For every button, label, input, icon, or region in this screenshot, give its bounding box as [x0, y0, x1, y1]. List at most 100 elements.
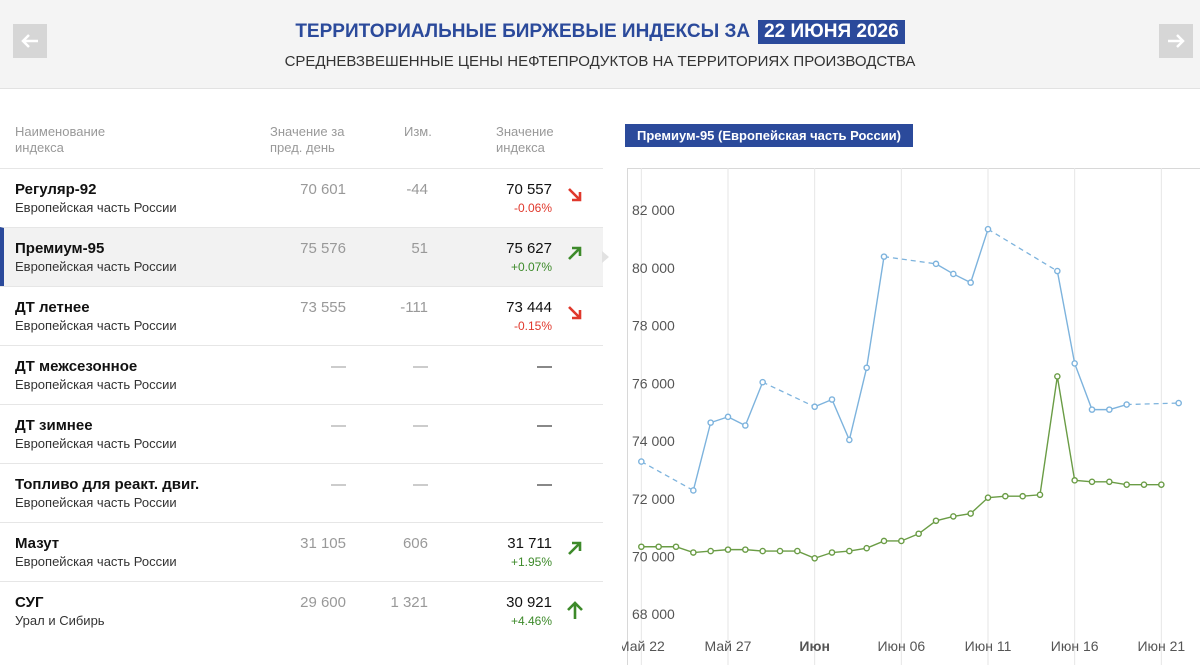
trend-icon: [568, 306, 582, 320]
data-point: [1088, 478, 1096, 486]
data-point: [967, 279, 974, 286]
data-point: [950, 513, 957, 520]
table-row[interactable]: Премиум-95 Европейская часть России 75 576…: [0, 227, 603, 286]
column-header: Изм.: [404, 124, 432, 139]
data-point: [863, 544, 870, 552]
data-point: [638, 543, 645, 551]
data-point: [1054, 373, 1061, 380]
data-point: [794, 547, 801, 555]
table-row[interactable]: Мазут Европейская часть России 31 105 606 31…: [0, 522, 603, 581]
data-point: [811, 403, 818, 411]
data-point: [690, 549, 697, 556]
x-tick-label: Июн 21: [1137, 638, 1185, 654]
next-button[interactable]: [1159, 24, 1193, 58]
change-value: —: [413, 358, 428, 375]
column-header: Значение индекса: [496, 124, 554, 155]
y-tick-label: 78 000: [632, 318, 675, 334]
data-point: [880, 537, 888, 545]
table-row[interactable]: Топливо для реакт. двиг. Европейская част…: [0, 463, 603, 522]
title-line: ТЕРРИТОРИАЛЬНЫЕ БИРЖЕВЫЕ ИНДЕКСЫ ЗА 22 И…: [0, 20, 1200, 44]
data-point: [846, 547, 853, 555]
data-point: [1054, 267, 1061, 275]
trend-icon: [568, 541, 582, 555]
x-tick-label: Июн 11: [965, 638, 1012, 654]
page-title: ТЕРРИТОРИАЛЬНЫЕ БИРЖЕВЫЕ ИНДЕКСЫ ЗА: [295, 21, 751, 42]
data-point: [880, 253, 888, 260]
index-name: Премиум-95: [15, 240, 105, 257]
table-row[interactable]: Регуляр-92 Европейская часть России 70 601…: [0, 168, 603, 227]
trend-icon: [568, 246, 582, 260]
data-point: [1106, 406, 1113, 413]
data-point: [638, 458, 645, 465]
prev-value: —: [331, 358, 346, 375]
data-point: [724, 546, 732, 553]
index-value: —: [537, 417, 552, 434]
index-name: Мазут: [15, 535, 60, 552]
data-point: [915, 530, 922, 538]
selected-pointer: [602, 251, 609, 263]
table-row[interactable]: ДТ межсезонное Европейская часть России — —…: [0, 345, 603, 404]
index-name: Топливо для реакт. двиг.: [15, 476, 200, 493]
prev-button[interactable]: [13, 24, 47, 58]
trend-icon: [568, 188, 582, 202]
gap-connector: [1126, 402, 1179, 406]
data-point: [1140, 481, 1148, 488]
y-tick-label: 82 000: [632, 202, 675, 218]
table-row[interactable]: ДТ зимнее Европейская часть России — — —: [0, 404, 603, 463]
date-badge: 22 ИЮНЯ 2026: [758, 20, 905, 44]
data-point: [707, 419, 714, 426]
data-point: [967, 510, 974, 517]
change-value: 606: [402, 535, 428, 552]
prev-value: 70 601: [300, 181, 346, 198]
prev-value: 73 555: [300, 299, 346, 316]
x-tick-label: Июн 16: [1051, 638, 1099, 654]
data-point: [1106, 478, 1113, 486]
data-point: [984, 494, 992, 501]
data-point: [1175, 399, 1182, 407]
data-point: [1158, 481, 1165, 488]
data-point: [1019, 492, 1026, 500]
data-point: [776, 547, 784, 555]
index-value: 31 711: [507, 535, 552, 552]
data-point: [846, 436, 853, 444]
x-tick-label: Июн: [799, 638, 829, 654]
series-line: [935, 228, 989, 284]
data-point: [759, 547, 766, 555]
index-region: Европейская часть России: [15, 259, 177, 274]
y-tick-label: 72 000: [632, 491, 675, 507]
data-point: [655, 543, 662, 551]
chart-title: Премиум-95 (Европейская часть России): [625, 124, 914, 147]
index-name: Регуляр-92: [15, 181, 97, 198]
table-row[interactable]: ДТ летнее Европейская часть России 73 555 -…: [0, 286, 603, 345]
index-value: 73 444: [506, 299, 552, 316]
data-point: [1088, 406, 1096, 413]
change-percent: +4.46%: [510, 614, 552, 628]
index-name: СУГ: [15, 594, 44, 611]
data-point: [1036, 491, 1044, 499]
header: ТЕРРИТОРИАЛЬНЫЕ БИРЖЕВЫЕ ИНДЕКСЫ ЗА 22 И…: [0, 0, 1200, 89]
change-percent: -0.15%: [513, 319, 552, 333]
arrow-right-icon: [1168, 34, 1185, 48]
data-point: [932, 517, 940, 525]
data-point: [724, 413, 732, 421]
gap-connector: [987, 228, 1058, 272]
index-name: ДТ летнее: [15, 299, 90, 316]
index-value: 30 921: [506, 594, 552, 611]
gap-connector: [641, 461, 694, 492]
data-point: [672, 543, 680, 551]
table-row[interactable]: СУГ Урал и Сибирь 29 600 1 321 30 921 +4.46%: [0, 581, 603, 640]
change-percent: +0.07%: [510, 260, 552, 274]
data-point: [863, 364, 870, 372]
data-point: [707, 547, 714, 555]
y-tick-label: 70 000: [632, 549, 675, 565]
data-point: [1123, 401, 1130, 408]
data-point: [690, 487, 697, 494]
prev-value: 31 105: [300, 535, 346, 552]
y-tick-label: 76 000: [632, 375, 675, 391]
change-value: 51: [411, 240, 428, 257]
change-percent: +1.95%: [510, 555, 552, 569]
change-value: —: [413, 476, 428, 493]
index-value: —: [537, 358, 552, 375]
arrow-left-icon: [21, 34, 38, 48]
